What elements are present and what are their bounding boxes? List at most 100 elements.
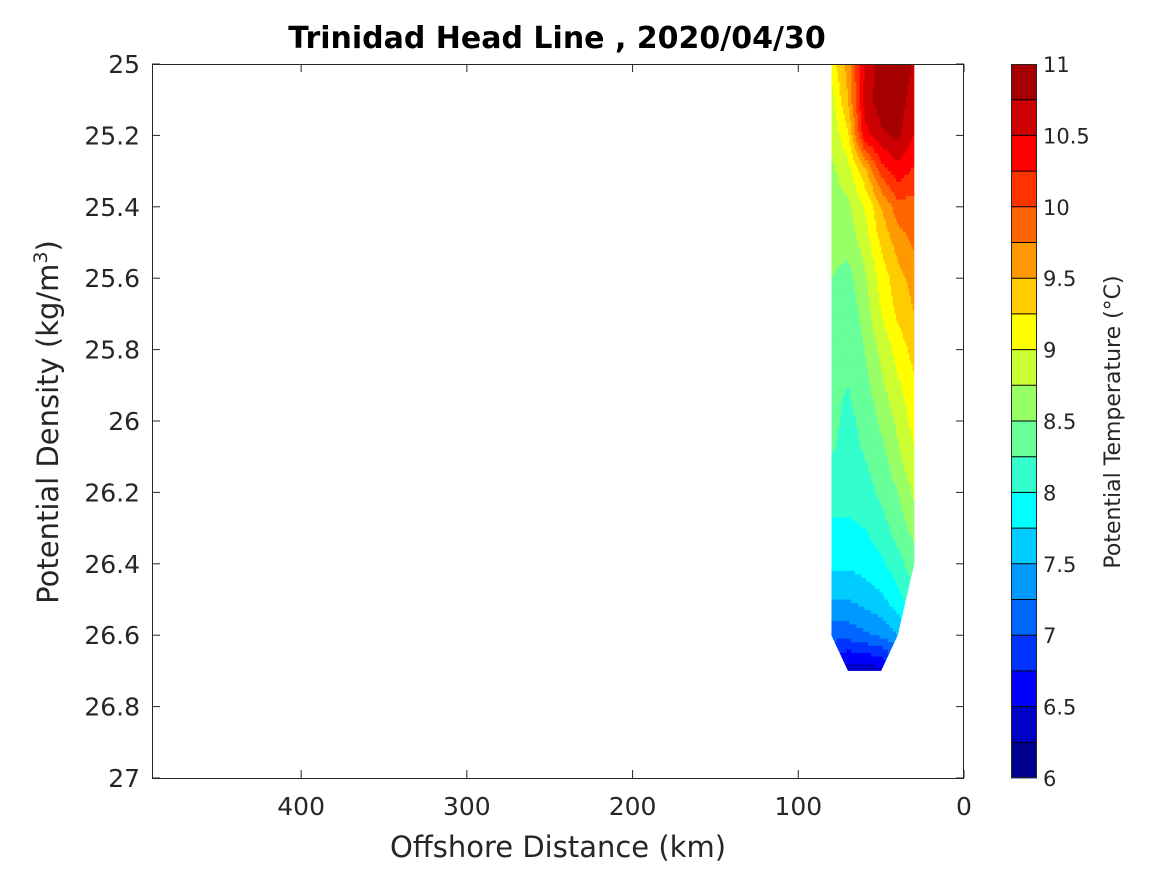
contour-cell: [871, 199, 874, 204]
contour-cell: [859, 149, 862, 154]
contour-cell: [907, 64, 910, 69]
contour-cell: [867, 328, 871, 333]
contour-cell: [886, 81, 889, 87]
contour-cell: [877, 381, 881, 386]
contour-cell: [844, 231, 847, 236]
contour-cell: [901, 363, 904, 369]
contour-cell: [859, 292, 862, 297]
contour-cell: [891, 310, 894, 315]
contour-cell: [871, 85, 874, 90]
contour-cell: [841, 188, 844, 194]
contour-cell: [894, 274, 897, 279]
contour-cell: [906, 196, 909, 201]
contour-cell: [871, 128, 874, 133]
contour-cell: [912, 253, 915, 258]
contour-cell: [872, 71, 876, 76]
contour-cell: [834, 106, 837, 112]
contour-cell: [907, 124, 910, 129]
contour-cell: [869, 299, 872, 304]
contour-cell: [896, 92, 899, 97]
contour-cell: [857, 146, 861, 151]
contour-cell: [862, 135, 866, 140]
contour-cell: [854, 231, 857, 236]
contour-cell: [882, 406, 886, 411]
contour-cell: [851, 92, 854, 97]
contour-cell: [910, 203, 914, 208]
contour-cell: [879, 238, 882, 244]
contour-cell: [912, 292, 915, 297]
contour-cell: [910, 174, 914, 179]
contour-cell: [841, 67, 844, 72]
contour-cell: [851, 353, 854, 358]
contour-cell: [859, 317, 862, 322]
contour-cell: [833, 378, 836, 383]
contour-cell: [909, 392, 912, 397]
contour-cell: [871, 174, 874, 179]
contour-cell: [899, 160, 902, 165]
contour-cell: [887, 196, 891, 201]
contour-cell: [861, 238, 864, 244]
contour-cell: [866, 238, 869, 244]
contour-cell: [831, 417, 834, 422]
contour-cell: [857, 206, 861, 211]
contour-cell: [912, 349, 915, 354]
contour-cell: [884, 192, 887, 197]
contour-cell: [899, 335, 902, 340]
contour-cell: [901, 381, 904, 386]
contour-cell: [889, 113, 892, 119]
contour-cell: [906, 417, 909, 422]
contour-cell: [882, 342, 886, 347]
contour-cell: [874, 278, 877, 283]
contour-cell: [846, 71, 849, 76]
contour-cell: [876, 135, 879, 140]
contour-cell: [869, 413, 872, 419]
contour-cell: [862, 299, 866, 304]
contour-cell: [834, 149, 837, 154]
contour-cell: [902, 88, 905, 94]
contour-cell: [856, 135, 859, 140]
contour-cell: [841, 313, 844, 319]
contour-cell: [838, 317, 841, 322]
contour-cell: [864, 381, 867, 386]
contour-cell: [877, 331, 881, 336]
contour-cell: [867, 406, 871, 411]
contour-cell: [859, 353, 862, 358]
contour-cell: [889, 167, 892, 172]
contour-cell: [841, 260, 844, 265]
contour-cell: [912, 388, 915, 394]
contour-cell: [901, 71, 904, 76]
contour-cell: [866, 88, 869, 94]
contour-cell: [884, 385, 887, 390]
contour-cell: [844, 313, 847, 319]
contour-cell: [843, 324, 846, 329]
contour-cell: [906, 263, 909, 269]
contour-cell: [864, 374, 867, 379]
contour-cell: [889, 303, 892, 308]
contour-cell: [901, 217, 904, 222]
contour-cell: [909, 235, 912, 240]
contour-cell: [897, 217, 900, 222]
contour-cell: [897, 392, 900, 397]
contour-cell: [866, 185, 869, 190]
contour-cell: [902, 313, 905, 319]
contour-cell: [906, 256, 909, 261]
contour-cell: [861, 146, 864, 151]
contour-cell: [866, 231, 869, 236]
contour-cell: [851, 217, 854, 222]
contour-cell: [906, 321, 909, 326]
contour-cell: [846, 378, 849, 383]
contour-cell: [892, 185, 895, 190]
contour-cell: [846, 413, 849, 419]
contour-cell: [851, 124, 854, 129]
contour-cell: [881, 360, 884, 365]
contour-cell: [882, 85, 886, 90]
contour-cell: [907, 210, 910, 215]
contour-cell: [854, 171, 857, 176]
contour-cell: [851, 167, 854, 172]
contour-cell: [854, 396, 857, 401]
contour-cell: [838, 371, 841, 376]
contour-cell: [836, 99, 839, 104]
contour-cell: [896, 288, 899, 294]
contour-cell: [896, 221, 899, 226]
contour-cell: [901, 121, 904, 126]
